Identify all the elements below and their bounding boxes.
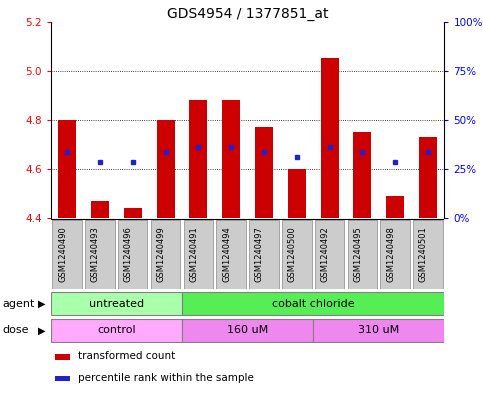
Text: GSM1240493: GSM1240493 xyxy=(91,226,100,282)
Text: 160 uM: 160 uM xyxy=(227,325,268,335)
Bar xyxy=(156,120,174,218)
Text: GSM1240501: GSM1240501 xyxy=(419,226,428,282)
FancyBboxPatch shape xyxy=(381,220,410,289)
FancyBboxPatch shape xyxy=(52,220,82,289)
Bar xyxy=(321,59,339,218)
Text: ▶: ▶ xyxy=(38,299,46,309)
Text: 310 uM: 310 uM xyxy=(358,325,399,335)
Text: GSM1240492: GSM1240492 xyxy=(321,226,329,282)
Text: GSM1240494: GSM1240494 xyxy=(222,226,231,282)
Title: GDS4954 / 1377851_at: GDS4954 / 1377851_at xyxy=(167,7,328,20)
Text: ▶: ▶ xyxy=(38,325,46,335)
Bar xyxy=(288,169,306,218)
FancyBboxPatch shape xyxy=(216,220,246,289)
Text: agent: agent xyxy=(2,299,35,309)
Text: untreated: untreated xyxy=(89,299,144,309)
Text: GSM1240495: GSM1240495 xyxy=(354,226,362,282)
Text: GSM1240497: GSM1240497 xyxy=(255,226,264,282)
Text: transformed count: transformed count xyxy=(78,351,175,361)
FancyBboxPatch shape xyxy=(313,319,444,342)
FancyBboxPatch shape xyxy=(315,220,344,289)
Bar xyxy=(222,100,240,218)
Text: control: control xyxy=(97,325,136,335)
FancyBboxPatch shape xyxy=(282,220,312,289)
FancyBboxPatch shape xyxy=(182,292,444,315)
Text: GSM1240500: GSM1240500 xyxy=(288,226,297,282)
FancyBboxPatch shape xyxy=(51,292,182,315)
Bar xyxy=(55,376,71,381)
Bar xyxy=(58,120,76,218)
FancyBboxPatch shape xyxy=(348,220,377,289)
Text: GSM1240496: GSM1240496 xyxy=(124,226,133,282)
Bar xyxy=(255,127,273,218)
FancyBboxPatch shape xyxy=(249,220,279,289)
FancyBboxPatch shape xyxy=(151,220,180,289)
Text: dose: dose xyxy=(2,325,29,335)
Text: GSM1240491: GSM1240491 xyxy=(189,226,199,282)
Bar xyxy=(189,100,207,218)
FancyBboxPatch shape xyxy=(184,220,213,289)
Bar xyxy=(124,208,142,218)
FancyBboxPatch shape xyxy=(85,220,114,289)
Text: percentile rank within the sample: percentile rank within the sample xyxy=(78,373,254,383)
FancyBboxPatch shape xyxy=(413,220,443,289)
Text: GSM1240490: GSM1240490 xyxy=(58,226,67,282)
FancyBboxPatch shape xyxy=(118,220,147,289)
Text: GSM1240498: GSM1240498 xyxy=(386,226,395,282)
Bar xyxy=(91,201,109,218)
FancyBboxPatch shape xyxy=(182,319,313,342)
Text: cobalt chloride: cobalt chloride xyxy=(272,299,355,309)
Bar xyxy=(55,354,71,360)
FancyBboxPatch shape xyxy=(51,319,182,342)
Text: GSM1240499: GSM1240499 xyxy=(156,226,166,282)
Bar xyxy=(419,137,437,218)
Bar xyxy=(354,132,371,218)
Bar xyxy=(386,196,404,218)
